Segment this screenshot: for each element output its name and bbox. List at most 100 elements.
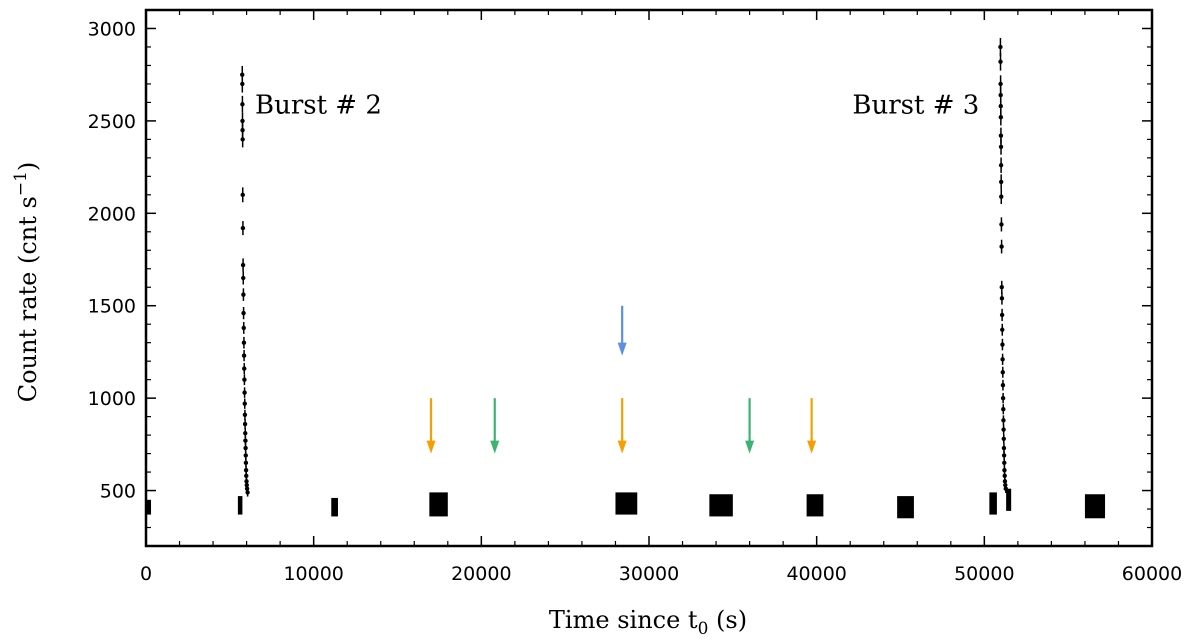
arrow-head bbox=[617, 440, 627, 454]
x-tick-label: 40000 bbox=[786, 563, 846, 585]
burst-point bbox=[1001, 436, 1006, 441]
observation-segment bbox=[806, 494, 824, 517]
burst-annotation: Burst # 2 bbox=[255, 90, 382, 120]
burst-point bbox=[240, 118, 245, 124]
y-tick-label: 2000 bbox=[88, 203, 136, 225]
burst-point bbox=[999, 244, 1004, 249]
burst-point bbox=[240, 127, 245, 133]
burst-point bbox=[999, 222, 1004, 227]
burst-point bbox=[241, 353, 247, 358]
burst-point bbox=[241, 325, 246, 331]
burst-point bbox=[999, 312, 1005, 318]
data-marks bbox=[146, 37, 1106, 519]
observation-segment bbox=[1006, 488, 1012, 511]
observation-segment bbox=[709, 494, 733, 517]
burst-point bbox=[1001, 445, 1007, 451]
burst-point bbox=[1001, 418, 1006, 423]
observation-segment bbox=[989, 492, 997, 515]
burst-point bbox=[242, 390, 247, 395]
arrow-head bbox=[617, 342, 627, 356]
y-tick-label: 3000 bbox=[88, 18, 136, 40]
burst-point bbox=[244, 473, 249, 478]
x-tick-label: 30000 bbox=[619, 563, 679, 585]
burst-point bbox=[242, 401, 247, 406]
burst-point bbox=[245, 490, 250, 495]
burst-point bbox=[1003, 486, 1008, 491]
burst-point bbox=[242, 421, 248, 427]
burst-point bbox=[1000, 395, 1006, 401]
burst-point bbox=[999, 285, 1004, 290]
burst-point bbox=[243, 468, 249, 473]
burst-annotation: Burst # 3 bbox=[852, 90, 979, 120]
observation-segment bbox=[146, 499, 152, 515]
burst-point bbox=[243, 453, 248, 458]
burst-point bbox=[998, 163, 1004, 168]
burst-point bbox=[1000, 342, 1005, 347]
burst-point bbox=[1000, 383, 1006, 388]
burst-point bbox=[240, 262, 246, 268]
arrow-head bbox=[490, 440, 500, 454]
burst-point bbox=[999, 296, 1005, 301]
marker-arrow bbox=[426, 398, 436, 454]
burst-point bbox=[242, 366, 247, 371]
burst-point bbox=[998, 115, 1004, 120]
burst-point bbox=[1002, 460, 1007, 466]
burst-point bbox=[999, 194, 1004, 199]
observation-segment bbox=[237, 496, 243, 515]
marker-arrow bbox=[617, 398, 627, 454]
marker-arrow bbox=[745, 398, 755, 454]
x-tick-label: 10000 bbox=[283, 563, 343, 585]
burst-point bbox=[998, 133, 1004, 138]
observation-segment bbox=[331, 497, 338, 517]
burst-point bbox=[998, 81, 1003, 87]
x-tick-label: 60000 bbox=[1122, 563, 1182, 585]
burst-point bbox=[240, 72, 245, 77]
burst-point bbox=[998, 103, 1003, 109]
marker-arrow bbox=[617, 305, 627, 356]
burst-point bbox=[998, 179, 1004, 185]
burst-point bbox=[998, 44, 1003, 50]
burst-point bbox=[243, 438, 248, 443]
burst-point bbox=[1000, 370, 1005, 375]
burst-point bbox=[998, 59, 1003, 64]
x-axis-label-unit: (s) bbox=[708, 606, 747, 634]
annotations: Burst # 2 Burst # 3 bbox=[255, 90, 979, 120]
burst-point bbox=[243, 445, 248, 451]
burst-point bbox=[240, 225, 246, 231]
y-tick-label: 1000 bbox=[88, 388, 136, 410]
burst-point bbox=[1002, 468, 1007, 473]
observation-segment bbox=[429, 492, 448, 517]
x-tick-label: 50000 bbox=[954, 563, 1014, 585]
burst-point bbox=[243, 460, 249, 466]
y-tick-label: 1500 bbox=[88, 296, 136, 318]
burst-point bbox=[1002, 473, 1007, 478]
plot-frame bbox=[144, 8, 1154, 548]
observation-segment bbox=[897, 496, 914, 519]
burst-point bbox=[240, 102, 245, 107]
x-tick-label: 0 bbox=[140, 563, 152, 585]
burst-point bbox=[241, 275, 246, 281]
burst-point bbox=[242, 412, 248, 417]
marker-arrow bbox=[490, 398, 500, 454]
burst-point bbox=[240, 81, 245, 87]
burst-series bbox=[240, 65, 250, 497]
burst-point bbox=[243, 431, 248, 436]
burst-series bbox=[998, 37, 1008, 493]
burst-point bbox=[241, 340, 247, 345]
observation-segment bbox=[1084, 494, 1106, 519]
burst-point bbox=[241, 292, 246, 297]
arrow-head bbox=[745, 440, 755, 454]
y-axis-label-end: ) bbox=[14, 162, 42, 171]
y-tick-label: 2500 bbox=[88, 111, 136, 133]
observation-segment bbox=[615, 492, 638, 515]
burst-point bbox=[240, 192, 245, 198]
burst-point bbox=[998, 92, 1003, 98]
arrow-head bbox=[807, 440, 817, 454]
burst-point bbox=[241, 310, 246, 316]
axis-ticks: 0 10000 20000 30000 40000 50000 60000 500 1000 15… bbox=[88, 9, 1182, 585]
x-axis-label-subscript: 0 bbox=[698, 619, 709, 639]
y-axis-label: Count rate (cnt s−1) bbox=[11, 162, 42, 403]
arrow-head bbox=[426, 440, 436, 454]
burst-point bbox=[240, 137, 245, 142]
